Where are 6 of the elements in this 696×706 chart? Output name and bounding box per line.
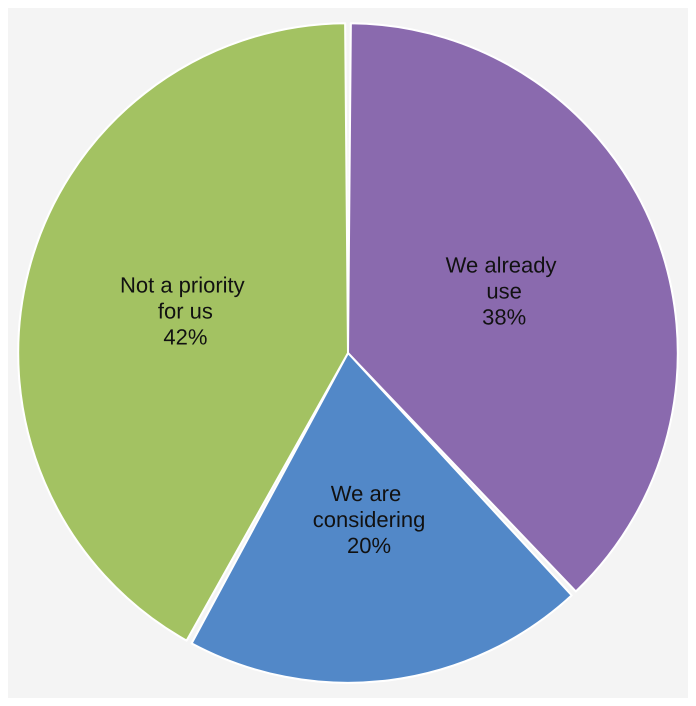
data-label: 38% (482, 304, 526, 330)
slice-label: Not a priority for us (120, 272, 251, 324)
data-label: 20% (347, 533, 392, 558)
slice-label: We are considering (312, 481, 426, 532)
data-label: 42% (163, 324, 208, 350)
slice-label: We already use (446, 252, 563, 304)
